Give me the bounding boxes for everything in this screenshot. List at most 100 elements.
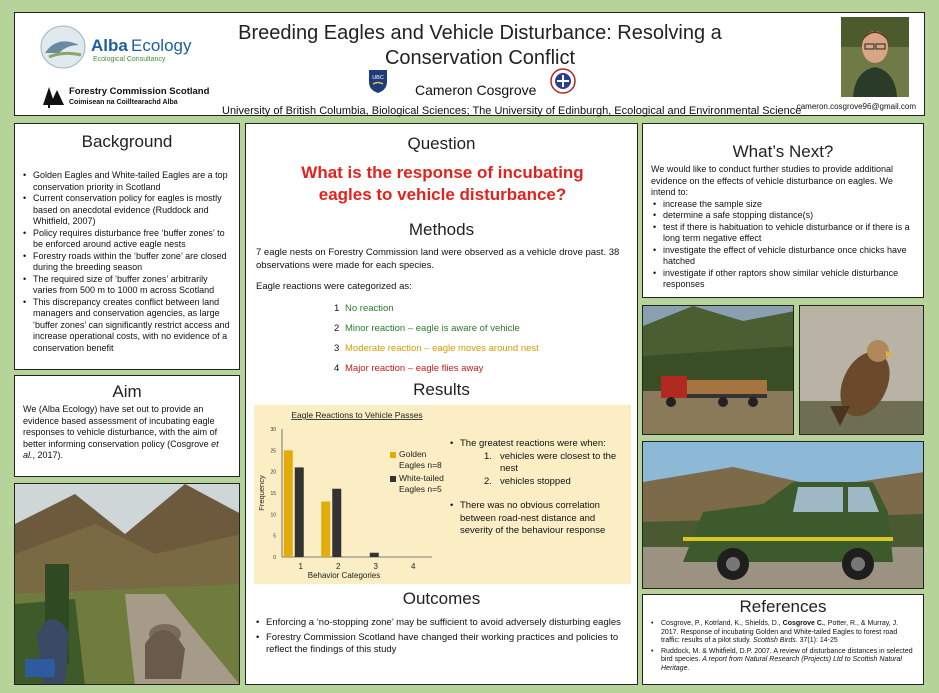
aim-text: We (Alba Ecology) have set out to provid… — [23, 404, 231, 462]
title-line-1: Breeding Eagles and Vehicle Disturbance:… — [238, 22, 722, 44]
aim-text-em: et al. — [23, 438, 219, 461]
y-tick-label: 0 — [273, 555, 276, 561]
ref1-volume: . 37(1): 14-25 — [795, 637, 838, 644]
background-panel: Background Golden Eagles and White-taile… — [14, 123, 240, 370]
category-num: 1 — [334, 303, 340, 314]
category-item: 3 Moderate reaction – eagle moves around … — [334, 339, 539, 359]
outcomes-list: Enforcing a ‘no-stopping zone’ may be su… — [254, 617, 634, 657]
alba-logo-accent: Ecology — [131, 36, 192, 55]
y-tick-label: 5 — [273, 534, 276, 540]
y-tick-label: 20 — [270, 470, 276, 476]
y-tick-label: 10 — [270, 512, 276, 518]
aim-heading: Aim — [112, 382, 142, 401]
legend-entry: White-tailed Eagles n=5 — [390, 473, 452, 494]
outcome-item: Forestry Commission Scotland have change… — [254, 632, 634, 657]
author-email: cameron.cosgrove96@gmail.com — [796, 102, 916, 111]
category-label: Moderate reaction – eagle moves around n… — [345, 343, 539, 354]
results-box: Eagle Reactions to Vehicle Passes 0 5 10 15 2… — [254, 405, 631, 584]
methods-categorized: Eagle reactions were categorized as: — [256, 281, 412, 292]
forestry-truck-photo — [642, 441, 924, 589]
ref1-journal: Scottish Birds — [752, 637, 796, 644]
fc-logo-line1: Forestry Commission Scotland — [69, 86, 210, 97]
whats-next-panel: What’s Next? We would like to conduct fu… — [642, 123, 924, 298]
y-tick-label: 15 — [270, 491, 276, 497]
whats-next-item: investigate the effect of vehicle distur… — [651, 245, 915, 268]
category-label: No reaction — [345, 303, 394, 314]
results-bullet-text: There was no obvious correlation between… — [460, 500, 606, 536]
affiliation: University of British Columbia, Biologic… — [222, 105, 802, 117]
results-heading: Results — [413, 380, 470, 399]
aim-text-b: , 2017). — [32, 450, 64, 460]
fc-logo-line2: Coimisean na Coilltearachd Alba — [69, 99, 178, 106]
chart-bar — [321, 501, 331, 557]
chart-legend: Golden Eagles n=8 White-tailed Eagles n=5 — [390, 449, 452, 497]
reference-item: • Cosgrove, P., Kotrland, K., Shields, D.… — [651, 620, 899, 644]
whats-next-intro: We would like to conduct further studies… — [651, 164, 893, 197]
whats-next-item: investigate if other raptors show simila… — [651, 268, 915, 291]
chart-bar — [332, 488, 342, 557]
methods-category-list: 1 No reaction 2 Minor reaction – eagle is … — [334, 299, 539, 379]
ref2-source: A report from Natural Research (Projects… — [661, 656, 902, 672]
alba-logo-sub: Ecological Consultancy — [93, 56, 166, 63]
references-heading: References — [739, 597, 827, 616]
methods-intro: 7 eagle nests on Forestry Commission lan… — [256, 247, 620, 271]
reference-item: • Ruddock, M. & Whitfield, D.P. 2007. A r… — [651, 647, 913, 672]
whats-next-item: determine a safe stopping distance(s) — [651, 210, 915, 222]
methods-heading: Methods — [408, 220, 475, 239]
legend-label: Golden Eagles n=8 — [399, 449, 442, 470]
legend-swatch — [390, 476, 396, 482]
center-panel: Question What is the response of incubat… — [245, 123, 638, 685]
results-bullet-text: The greatest reactions were when: — [460, 438, 606, 449]
aim-text-a: We (Alba Ecology) have set out to provid… — [23, 404, 218, 449]
x-tick-label: 4 — [411, 562, 416, 571]
legend-entry: Golden Eagles n=8 — [390, 449, 452, 470]
background-item: The required size of ‘buffer zones’ arbi… — [21, 274, 233, 297]
poster-header: Alba Ecology Ecological Consultancy Fore… — [14, 12, 925, 117]
background-item: Current conservation policy for eagles i… — [21, 193, 233, 228]
aim-panel: Aim We (Alba Ecology) have set out to pr… — [14, 375, 240, 477]
question-heading: Question — [407, 134, 476, 153]
category-label: Minor reaction – eagle is aware of vehic… — [345, 323, 520, 334]
poster-title: Breeding Eagles and Vehicle Disturbance:… — [225, 21, 735, 71]
ref1-author-highlight: Cosgrove C. — [782, 620, 824, 627]
references-panel: References • Cosgrove, P., Kotrland, K., … — [642, 594, 924, 685]
results-chart: Eagle Reactions to Vehicle Passes 0 5 10 15 2… — [257, 410, 432, 580]
category-label: Major reaction – eagle flies away — [345, 363, 484, 374]
x-tick-label: 2 — [336, 562, 341, 571]
background-heading: Background — [81, 132, 173, 151]
chart-bar — [369, 552, 379, 557]
question-text: What is the response of incubating eagle… — [301, 163, 584, 204]
y-tick-label: 30 — [270, 427, 276, 433]
chart-bar — [283, 450, 293, 557]
background-item: This discrepancy creates conflict betwee… — [21, 297, 233, 355]
alba-logo-main: Alba — [91, 36, 128, 55]
results-subitem-text: vehicles were closest to the nest — [500, 450, 617, 475]
background-list: Golden Eagles and White-tailed Eagles ar… — [21, 170, 233, 354]
chart-title: Eagle Reactions to Vehicle Passes — [291, 410, 422, 420]
background-item: Forestry roads within the ‘buffer zone’ … — [21, 251, 233, 274]
category-num: 3 — [334, 343, 340, 354]
results-findings: • The greatest reactions were when: 1. veh… — [450, 438, 628, 538]
category-num: 2 — [334, 323, 340, 334]
y-axis-label: Frequency — [257, 475, 266, 511]
author-photo — [841, 17, 909, 97]
legend-swatch — [390, 452, 396, 458]
results-bullet: • There was no obvious correlation betwee… — [450, 500, 606, 536]
chart-bar — [294, 467, 304, 557]
ref2-citation: Ruddock, M. & Whitfield, D.P. 2007. A re… — [661, 647, 913, 664]
background-item: Golden Eagles and White-tailed Eagles ar… — [21, 170, 233, 193]
outcome-item: Enforcing a ‘no-stopping zone’ may be su… — [254, 617, 634, 630]
results-subitem: 2. vehicles stopped — [484, 475, 571, 487]
ubc-crest-icon: UBC — [367, 68, 389, 94]
ref1-title: , Potter, R., & Murray, J. 2017. Respons… — [661, 620, 899, 644]
author-name: Cameron Cosgrove — [415, 82, 537, 98]
forestry-commission-logo: Forestry Commission Scotland Coimisean n… — [35, 83, 225, 109]
field-photo-road — [14, 483, 240, 685]
x-axis-label: Behavior Categories — [308, 571, 380, 580]
whats-next-item: increase the sample size — [651, 199, 915, 211]
edinburgh-crest-icon — [550, 67, 576, 95]
timber-truck-photo — [642, 305, 794, 435]
whats-next-list: increase the sample size determine a saf… — [651, 199, 915, 291]
ubc-crest-text: UBC — [372, 75, 384, 81]
outcomes-heading: Outcomes — [402, 589, 481, 608]
